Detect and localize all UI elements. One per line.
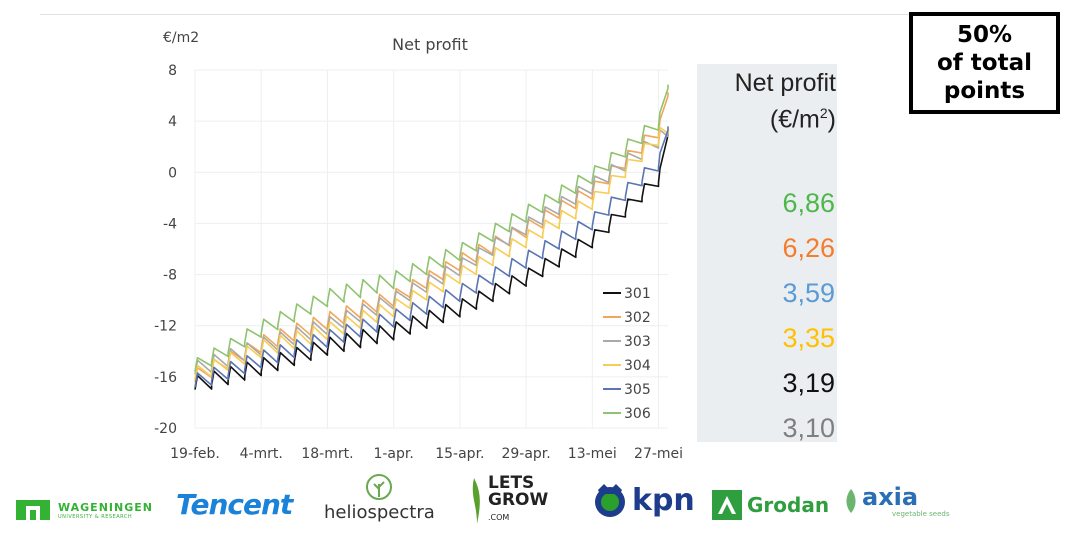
series-line-304 (194, 126, 669, 380)
legend-label-306: 306 (624, 406, 651, 422)
x-tick-label: 15-apr. (435, 446, 484, 462)
grodan-name: Grodan (747, 493, 830, 517)
letsgrow-line2: GROW (488, 489, 549, 510)
axia-leaf-icon (846, 489, 856, 513)
chart-gridlines (194, 69, 668, 429)
x-tick-label: 13-mei (568, 446, 617, 462)
chart-legend: 301 302 303 304 305 306 (603, 286, 651, 422)
panel-title: Net profit (€/m2) (697, 68, 836, 134)
panel-unit-close: ) (827, 105, 836, 134)
y-axis-label: €/m2 (163, 30, 199, 46)
legend-label-301: 301 (624, 286, 651, 302)
series-line-305 (194, 126, 669, 388)
legend-label-302: 302 (624, 310, 651, 326)
badge-line2: of total (936, 50, 1032, 76)
y-tick-label: -16 (154, 370, 177, 386)
wageningen-sub: UNIVERSITY & RESEARCH (58, 513, 133, 520)
x-tick-label: 29-apr. (501, 446, 550, 462)
heliospectra-logo: heliospectra (324, 472, 435, 523)
panel-unit-text: (€/m (769, 105, 820, 134)
x-tick-label: 19-feb. (170, 446, 220, 462)
sponsor-logos: WAGENINGEN UNIVERSITY & RESEARCH Tencent… (0, 470, 1080, 537)
panel-value-3: 3,59 (782, 278, 835, 308)
series-line-301 (194, 131, 669, 390)
x-tick-label: 4-mrt. (240, 446, 283, 462)
kpn-name: kpn (632, 482, 695, 518)
axia-name: axia (862, 483, 919, 511)
wageningen-name: WAGENINGEN (58, 500, 153, 514)
y-tick-label: -12 (154, 319, 177, 335)
y-tick-label: -20 (154, 421, 177, 437)
letsgrow-line3: .COM (488, 512, 510, 522)
tencent-logo: Tencent (176, 488, 293, 521)
chart-title: Net profit (392, 35, 468, 54)
grodan-icon (712, 490, 742, 520)
legend-label-305: 305 (624, 382, 651, 398)
wageningen-logo: WAGENINGEN UNIVERSITY & RESEARCH (14, 496, 153, 524)
panel-value-1: 6,86 (782, 188, 835, 218)
tencent-name: Tencent (176, 488, 293, 521)
legend-label-303: 303 (624, 334, 651, 350)
axia-logo: axia vegetable seeds (842, 484, 950, 518)
panel-value-2: 6,26 (782, 233, 835, 263)
grodan-logo: Grodan (712, 490, 829, 520)
heliospectra-name: heliospectra (324, 502, 435, 523)
x-tick-label: 27-mei (634, 446, 683, 462)
kpn-crown-icon (595, 484, 625, 517)
y-axis-ticks: 8 4 0 -4 -8 -12 -16 -20 (154, 63, 177, 437)
panel-title-line1: Net profit (734, 69, 836, 97)
wageningen-icon (16, 500, 50, 520)
panel-value-4: 3,35 (782, 323, 835, 353)
y-tick-label: -4 (163, 216, 177, 232)
series-lines (194, 84, 669, 390)
series-line-306 (194, 84, 669, 372)
badge-line1: 50% (956, 22, 1013, 48)
y-tick-label: 0 (168, 165, 177, 181)
panel-unit-sup: 2 (819, 105, 828, 121)
panel-title-unit: (€/m2) (697, 98, 836, 134)
letsgrow-logo: LETS GROW .COM (466, 474, 548, 526)
axia-sub: vegetable seeds (892, 510, 950, 518)
x-tick-label: 1-apr. (373, 446, 413, 462)
y-tick-label: 4 (168, 114, 177, 130)
letsgrow-line1: LETS (488, 472, 535, 493)
panel-value-5: 3,19 (782, 368, 835, 398)
letsgrow-icon (472, 478, 480, 524)
kpn-logo: kpn (590, 480, 695, 520)
badge-line3: points (943, 78, 1026, 104)
legend-label-304: 304 (624, 358, 651, 374)
y-tick-label: -8 (163, 268, 177, 284)
x-axis-ticks: 19-feb. 4-mrt. 18-mrt. 1-apr. 15-apr. 29-apr.… (170, 446, 683, 462)
panel-value-6: 3,10 (782, 413, 835, 443)
heliospectra-icon (366, 474, 393, 500)
x-tick-label: 18-mrt. (301, 446, 353, 462)
net-profit-panel: Net profit (€/m2) 6,86 6,26 3,59 3,35 3,… (697, 64, 837, 443)
top-divider (40, 14, 1040, 15)
points-badge: 50% of total points (909, 12, 1060, 114)
y-tick-label: 8 (168, 63, 177, 79)
